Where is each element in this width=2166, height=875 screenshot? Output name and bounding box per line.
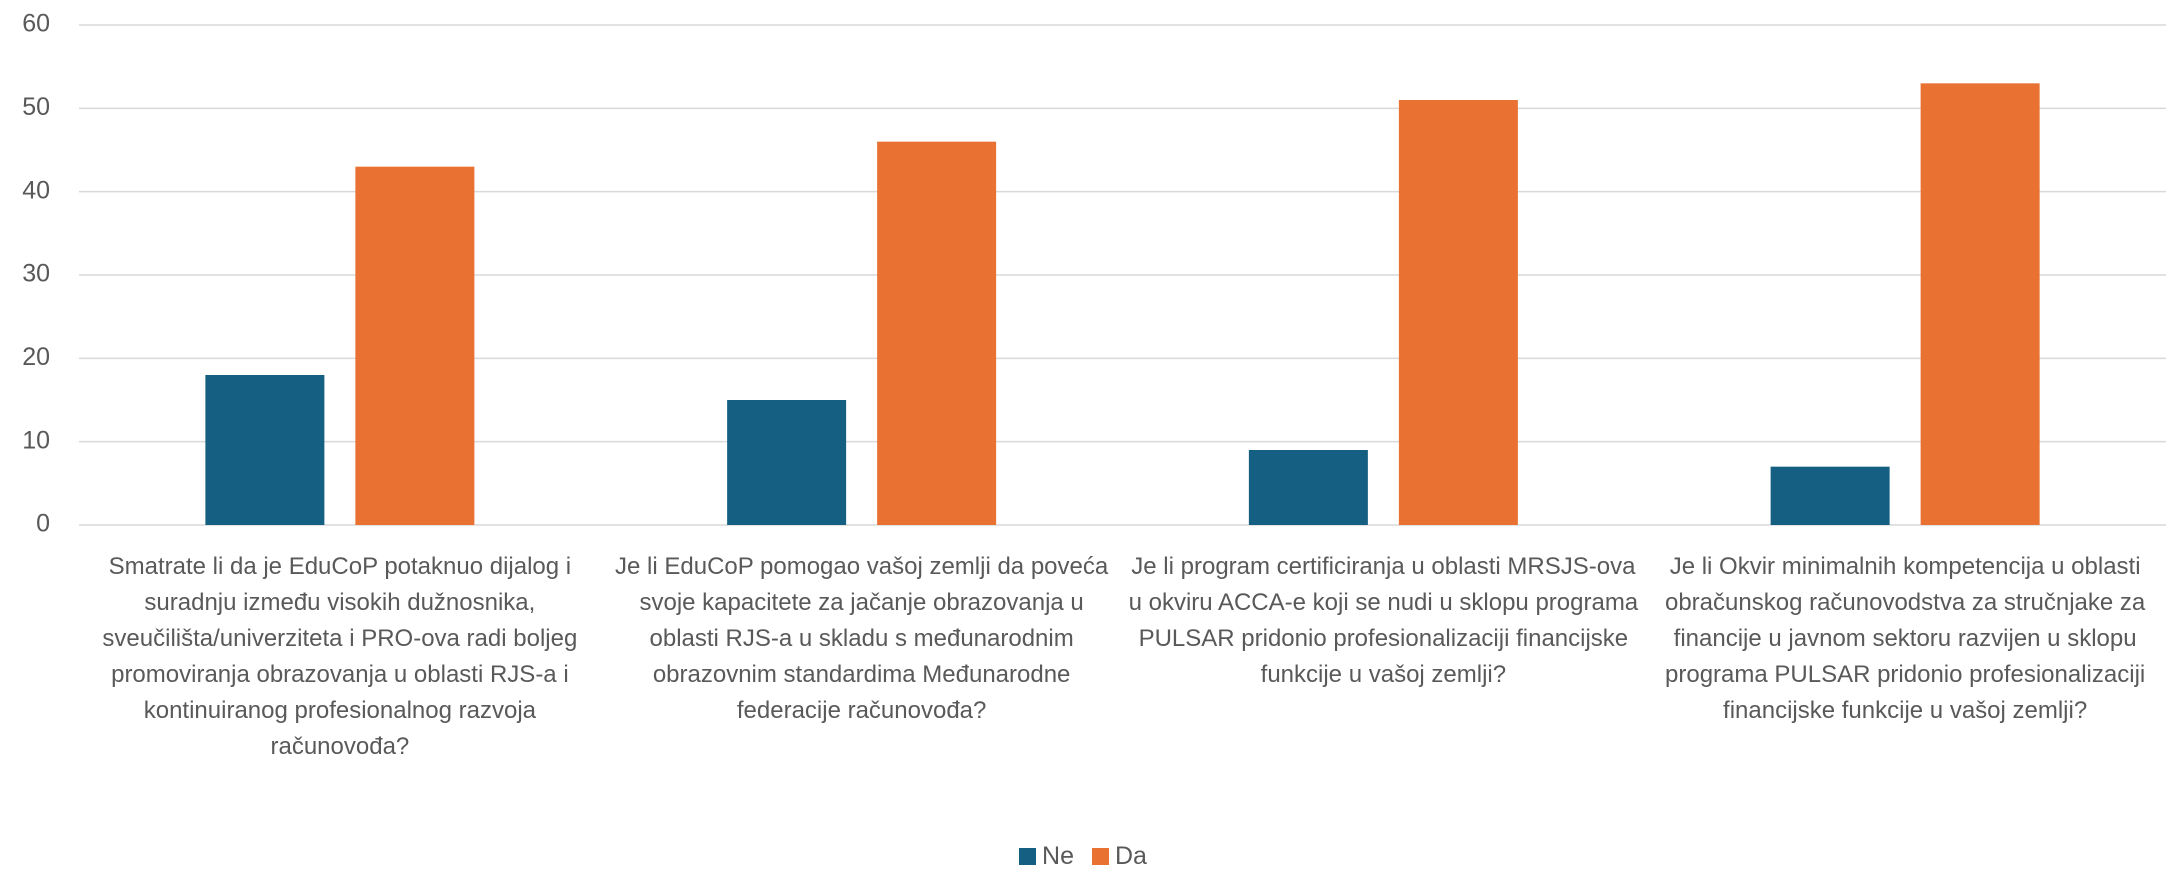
bar — [205, 375, 325, 525]
legend: Ne Da — [0, 842, 2166, 871]
y-tick-label: 20 — [22, 343, 50, 371]
x-tick-label: Je li Okvir minimalnih kompetencija u ob… — [1664, 553, 2146, 724]
y-tick-label: 30 — [22, 260, 50, 288]
bar — [1398, 100, 1518, 525]
x-tick-label: Je li EduCoP pomogao vašoj zemlji da pov… — [615, 553, 1109, 724]
bar — [355, 166, 475, 525]
bar — [1248, 450, 1368, 525]
x-tick-label: Smatrate li da je EduCoP potaknuo dijalo… — [102, 553, 578, 760]
bar — [727, 400, 847, 525]
legend-swatch — [1019, 848, 1037, 865]
legend-label: Da — [1115, 842, 1147, 870]
bar — [1770, 466, 1890, 525]
bar — [877, 141, 997, 525]
legend-label: Ne — [1042, 842, 1074, 870]
y-tick-label: 10 — [22, 426, 50, 454]
legend-item: Ne — [1019, 842, 1074, 871]
y-tick-label: 0 — [36, 510, 50, 538]
legend-swatch — [1092, 848, 1109, 865]
x-tick-label: Je li program certificiranja u oblasti M… — [1128, 553, 1639, 688]
legend-item: Da — [1092, 842, 1147, 871]
y-tick-label: 40 — [22, 176, 50, 204]
y-tick-label: 50 — [22, 93, 50, 121]
y-tick-label: 60 — [22, 10, 50, 38]
bar — [1920, 83, 2040, 525]
